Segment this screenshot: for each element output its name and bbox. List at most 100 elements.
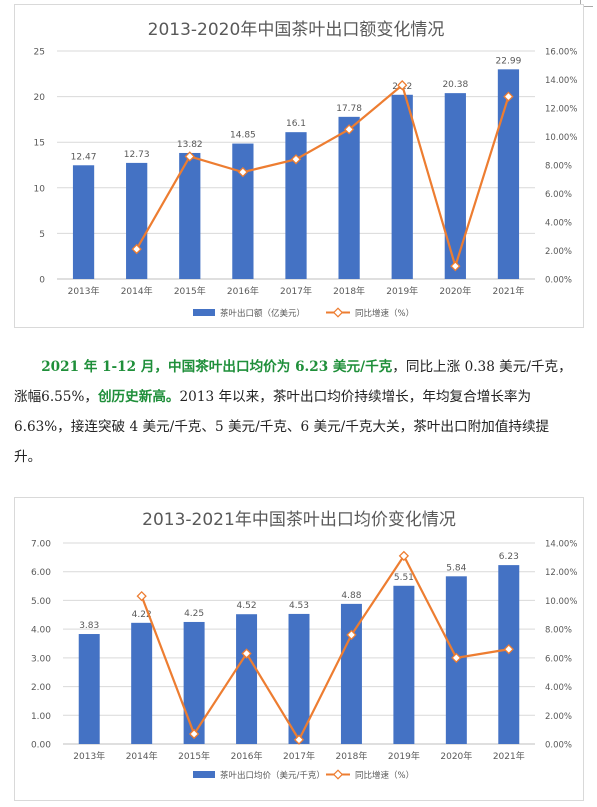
y2-tick-label: 14.00% (545, 540, 577, 550)
bar (285, 132, 307, 279)
article-text-2: 2013 年以来，茶叶出口均价持续增长，年均复合增长率为 6.63%，接连突破 … (14, 389, 550, 465)
bar (444, 93, 466, 279)
y2-tick-label: 10.00% (545, 133, 577, 143)
bar (78, 634, 100, 744)
x-tick-label: 2019年 (388, 750, 420, 762)
bar (393, 585, 415, 744)
chart-title: 2013-2020年中国茶叶出口额变化情况 (148, 20, 445, 40)
legend-bar-label: 茶叶出口额（亿美元） (220, 308, 305, 319)
x-tick-label: 2014年 (126, 750, 158, 762)
y2-tick-label: 10.00% (545, 597, 577, 607)
line-point (343, 124, 355, 135)
bar (179, 152, 201, 279)
growth-line (135, 83, 510, 270)
line-point (450, 261, 461, 272)
y2-tick-label: 6.00% (545, 190, 572, 200)
highlight-price: 2021 年 1-12 月，中国茶叶出口均价为 6.23 美元/千克 (41, 359, 393, 375)
bar (236, 614, 258, 744)
y-tick-label: 4.00 (31, 626, 51, 636)
y-tick-label: 3.00 (31, 654, 51, 664)
legend-bar-swatch (193, 309, 215, 316)
y2-tick-label: 16.00% (545, 48, 577, 58)
data-label: 4.88 (341, 591, 361, 601)
corner-mark (580, 0, 593, 7)
growth-line (140, 553, 509, 742)
y2-tick-label: 2.00% (545, 712, 572, 722)
data-label: 4.25 (184, 609, 204, 619)
legend-bar-swatch (193, 771, 215, 778)
data-label: 12.73 (124, 150, 150, 160)
legend-bar-label: 茶叶出口均价（美元/千克） (220, 770, 325, 781)
x-tick-label: 2018年 (335, 750, 367, 762)
data-label: 17.78 (336, 104, 362, 114)
x-tick-label: 2013年 (68, 285, 100, 297)
y2-tick-label: 8.00% (545, 626, 572, 636)
y-tick-label: 7.00 (31, 540, 51, 550)
y-tick-label: 2.00 (31, 683, 51, 693)
data-label: 14.85 (230, 131, 256, 141)
bar (131, 622, 153, 744)
data-label: 16.1 (286, 119, 306, 129)
legend-line-marker (332, 769, 344, 780)
x-tick-label: 2016年 (227, 285, 259, 297)
data-label: 5.51 (394, 573, 414, 583)
legend-line-label: 同比增速（%） (355, 308, 414, 319)
y-tick-label: 6.00 (31, 568, 51, 578)
line-point (131, 243, 142, 255)
line-point (290, 154, 302, 165)
x-tick-label: 2016年 (231, 750, 263, 762)
data-label: 12.47 (71, 152, 97, 162)
bar (126, 162, 148, 279)
data-label: 3.83 (79, 621, 99, 631)
line-point (184, 151, 195, 162)
y2-tick-label: 8.00% (545, 162, 572, 172)
y2-tick-label: 4.00% (545, 219, 572, 229)
line-point (188, 728, 200, 740)
bar (497, 69, 520, 279)
data-label: 4.53 (289, 601, 309, 611)
y-tick-label: 20 (34, 93, 46, 103)
article-paragraph: 2021 年 1-12 月，中国茶叶出口均价为 6.23 美元/千克，同比上涨 … (14, 352, 574, 472)
line-point (293, 734, 305, 745)
export-value-chart: 2013-2020年中国茶叶出口额变化情况 0 5 10 15 20 25 0.00% 2.00… (14, 4, 584, 328)
bar (183, 621, 205, 744)
highlight-record: 创历史新高。 (97, 389, 180, 405)
x-tick-label: 2014年 (121, 285, 153, 297)
chart-title: 2013-2021年中国茶叶出口均价变化情况 (142, 510, 456, 530)
y2-tick-label: 0.00% (545, 741, 572, 751)
bar (391, 94, 413, 279)
export-price-chart: 2013-2021年中国茶叶出口均价变化情况 0.00 1.00 2.00 3.00 4.… (14, 497, 584, 801)
y-tick-label: 5.00 (31, 597, 51, 607)
y2-tick-label: 12.00% (545, 568, 577, 578)
x-tick-label: 2013年 (73, 750, 105, 762)
x-tick-label: 2020年 (440, 750, 472, 762)
x-tick-label: 2017年 (283, 750, 315, 762)
y-tick-label: 1.00 (31, 712, 51, 722)
line-point (241, 648, 252, 659)
x-tick-label: 2021年 (492, 285, 524, 297)
y-tick-label: 0 (39, 276, 45, 286)
bar (338, 116, 360, 279)
y-tick-label: 15 (34, 139, 45, 149)
x-tick-label: 2019年 (386, 285, 418, 297)
y-tick-label: 5 (39, 230, 45, 240)
export-price-chart-svg: 2013-2021年中国茶叶出口均价变化情况 0.00 1.00 2.00 3.00 4.… (31, 510, 577, 781)
data-label: 13.82 (177, 140, 203, 150)
export-value-chart-svg: 2013-2020年中国茶叶出口额变化情况 0 5 10 15 20 25 0.00% 2.00… (34, 20, 578, 319)
legend-line-label: 同比增速（%） (355, 770, 414, 781)
line-point (136, 590, 147, 602)
x-tick-label: 2018年 (333, 285, 365, 297)
line-point (346, 629, 357, 641)
bar (340, 603, 362, 744)
x-tick-label: 2015年 (174, 285, 206, 297)
bar (288, 613, 310, 744)
y-tick-label: 0.00 (31, 741, 51, 751)
article-text: 2021 年 1-12 月，中国茶叶出口均价为 6.23 美元/千克，同比上涨 … (14, 352, 574, 472)
line-point (451, 652, 462, 664)
y2-tick-label: 12.00% (545, 105, 577, 115)
data-label: 6.23 (499, 552, 519, 562)
data-label: 20.38 (442, 80, 468, 90)
data-label: 5.84 (446, 563, 466, 573)
data-label: 4.52 (237, 601, 257, 611)
y2-tick-label: 0.00% (545, 276, 572, 286)
